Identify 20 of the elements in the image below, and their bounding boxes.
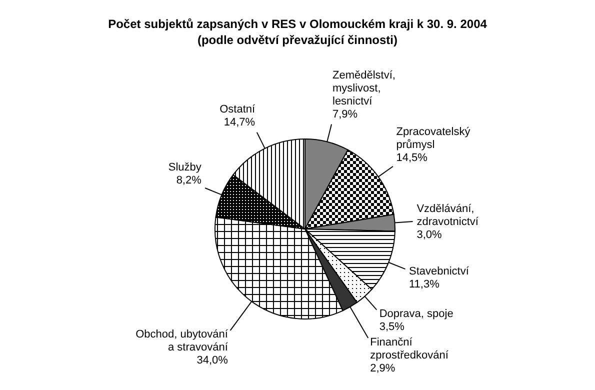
data-label: 3,5%: [379, 320, 405, 333]
data-label: 8,2%: [176, 174, 202, 186]
data-label: 7,9%: [332, 108, 358, 120]
chart-subtitle: (podle odvětví převažující činnosti): [196, 32, 399, 48]
slice-label: Zemědělství, myslivost, lesnictví: [332, 69, 396, 108]
data-label: 11,3%: [409, 278, 440, 291]
slice-label: Zpracovatelský průmysl: [396, 126, 471, 152]
slice-label: Vzdělávání, zdravotnictví: [416, 202, 480, 228]
data-label: 14,7%: [224, 116, 256, 129]
slice-label: Finanční zprostředkování: [370, 336, 450, 362]
data-label: 2,9%: [370, 362, 396, 375]
slice-label: Obchod, ubytování a stravování: [136, 328, 229, 354]
slice-label: Stavebnictví: [409, 266, 470, 278]
data-label: 34,0%: [196, 354, 228, 367]
chart-title: Počet subjektů zapsaných v RES v Olomouckém kraji k 30. 9. 2004: [107, 16, 488, 32]
slice-label: Služby: [168, 161, 202, 174]
data-label: 3,0%: [416, 228, 442, 241]
slice-label: Ostatní: [220, 104, 256, 116]
slice-label: Doprava, spoje: [379, 308, 454, 320]
data-label: 14,5%: [396, 152, 428, 164]
